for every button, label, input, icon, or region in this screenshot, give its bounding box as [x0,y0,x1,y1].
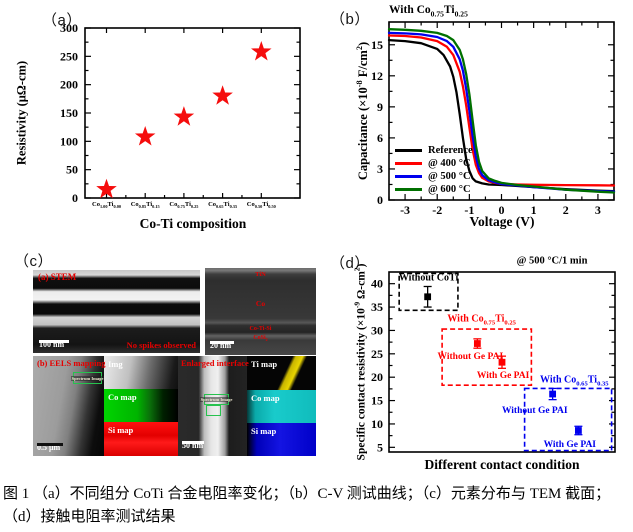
figure-caption: 图 1 （a）不同组分 CoTi 合金电阻率变化；（b）C-V 测试曲线；（c）… [3,486,611,525]
legend-item: @ 600 °C [395,183,473,196]
svg-text:250: 250 [60,49,78,63]
spectrum-roi-box: Spectrum Image [70,372,104,384]
panel-d-ylabel: Specific contact resistivity (×10-9 Ω-cm… [352,263,368,461]
contact-resistivity-chart: 5 10 15 20 25 30 35 40 [371,271,616,454]
enlarged-tag: Enlarged interface [181,358,249,368]
svg-text:2: 2 [563,203,569,217]
panel-b-xlabel: Voltage (V) [469,214,535,229]
svg-text:1: 1 [531,203,537,217]
svg-text:12: 12 [371,69,383,83]
legend-item: @ 500 °C [395,170,473,183]
category-label: Co0.65Ti0.35 [208,200,238,210]
no-spikes-note: No spikes observed [126,340,196,350]
enlarged-scalebar: 50 nm [182,441,204,450]
legend-swatch [395,162,422,165]
svg-text:300: 300 [60,21,78,35]
panel-d-label: （d） [330,255,370,272]
svg-text:3: 3 [377,162,383,176]
stem-overview-image: (a) STEM 100 nm No spikes observed [33,270,200,353]
svg-text:30: 30 [371,323,383,337]
tem-scalebar: 20 nm [210,341,234,350]
svg-text:3: 3 [595,203,601,217]
stem-tag: (a) STEM [38,272,77,282]
panel-a-ylabel: Resistivity (μΩ-cm) [14,60,29,166]
panel-a-label: （a） [42,12,82,29]
legend-label: Reference [428,145,473,156]
category-label: Co0.50Ti0.50 [246,200,276,210]
panel-d-xlabel: Different contact condition [424,457,580,472]
svg-text:25: 25 [371,347,383,361]
legend-swatch [395,175,422,178]
group-label: With Co0.65Ti0.35 [540,374,609,388]
svg-text:100: 100 [60,134,78,148]
panel-b-ylabel: Capacitance (×10-8 F/cm2) [354,41,371,181]
panel-a-xlabel: Co-Ti composition [139,216,247,231]
legend-swatch [395,188,422,191]
svg-text:20: 20 [371,370,383,384]
point-label: With Ge PAI [543,439,597,450]
enlarged-tem-image: Spectrum Image 50 nm [178,356,247,456]
panel-b: （b） With Co0.75Ti0.25 0 3 6 9 12 15 -3 -2 -1 0 1 2 3… [316,0,633,240]
legend-label: @ 500 °C [428,171,471,182]
svg-text:-1: -1 [464,203,474,217]
svg-text:35: 35 [371,300,383,314]
resistivity-scatter-chart: 0 50 100 150 200 250 300 [60,21,301,205]
svg-text:6: 6 [377,131,383,145]
category-label: Co0.85Ti0.15 [130,200,160,210]
anneal-condition-annotation: @ 500 °C/1 min [516,255,588,267]
cv-legend: Reference @ 400 °C @ 500 °C @ 600 °C [395,144,473,196]
svg-text:9: 9 [377,100,383,114]
svg-text:40: 40 [371,277,383,291]
panel-b-label: （b） [330,11,370,28]
point-label: With Ge PAI [476,370,530,381]
stem-scalebar: 100 nm [39,340,69,349]
enlarged-roi-box-2 [206,405,221,416]
svg-text:10: 10 [371,417,383,431]
svg-text:15: 15 [371,394,383,408]
layer-label-co: Co [255,299,266,309]
eels-tag: (b) EELS mapping [37,358,106,368]
panel-b-title: With Co0.75Ti0.25 [389,4,468,19]
enlarged-ti-map: Ti map [247,356,316,390]
tem-interface-image: TiN Co Co-Ti-Si CoSi2 20 nm [205,268,316,355]
legend-label: @ 400 °C [428,158,471,169]
legend-swatch [395,149,422,152]
legend-item: @ 400 °C [395,157,473,170]
svg-text:0: 0 [72,191,78,205]
panel-c: （c） (a) STEM 100 nm No spikes observed T… [0,240,316,480]
legend-item: Reference [395,144,473,157]
eels-tem-image: Spectrum Image 0.5 μm [33,356,104,456]
eels-scalebar: 0.5 μm [37,443,63,452]
point-label: Without Ge PAI [437,351,504,362]
eels-si-map: Si map [104,422,178,456]
svg-text:-3: -3 [400,203,410,217]
point-label: Without Ge PAI [501,405,568,416]
group-label: Without CoTi [398,272,459,284]
eels-co-map: Co map [104,389,178,422]
svg-text:150: 150 [60,106,78,120]
legend-label: @ 600 °C [428,184,471,195]
svg-text:200: 200 [60,78,78,92]
svg-text:0: 0 [499,203,505,217]
category-label: Co0.75Ti0.25 [169,200,199,210]
svg-text:50: 50 [66,163,78,177]
svg-text:15: 15 [371,38,383,52]
eels-img-map: Img [104,356,178,389]
enlarged-roi-box: Spectrum Image [199,394,234,405]
panel-a: （a） 0 50 100 150 200 250 300 Resistivity (μΩ-c… [0,0,316,240]
category-label: Co1.00Ti0.00 [92,200,121,210]
group-label: With Co0.75Ti0.25 [447,313,516,327]
layer-label-tin: TiN [255,271,266,278]
panel-c-label: （c） [14,253,54,270]
panel-d: （d） 5 10 15 20 25 30 35 40 Specific contact res… [316,240,633,480]
enlarged-si-map: Si map [247,423,316,456]
svg-text:5: 5 [377,440,383,454]
layer-label-cosi2: CoSi2 [253,334,268,343]
svg-text:0: 0 [377,193,383,207]
svg-text:-2: -2 [432,203,442,217]
layer-label-cotisi: Co-Ti-Si [249,326,272,333]
enlarged-co-map: Co map [247,390,316,423]
